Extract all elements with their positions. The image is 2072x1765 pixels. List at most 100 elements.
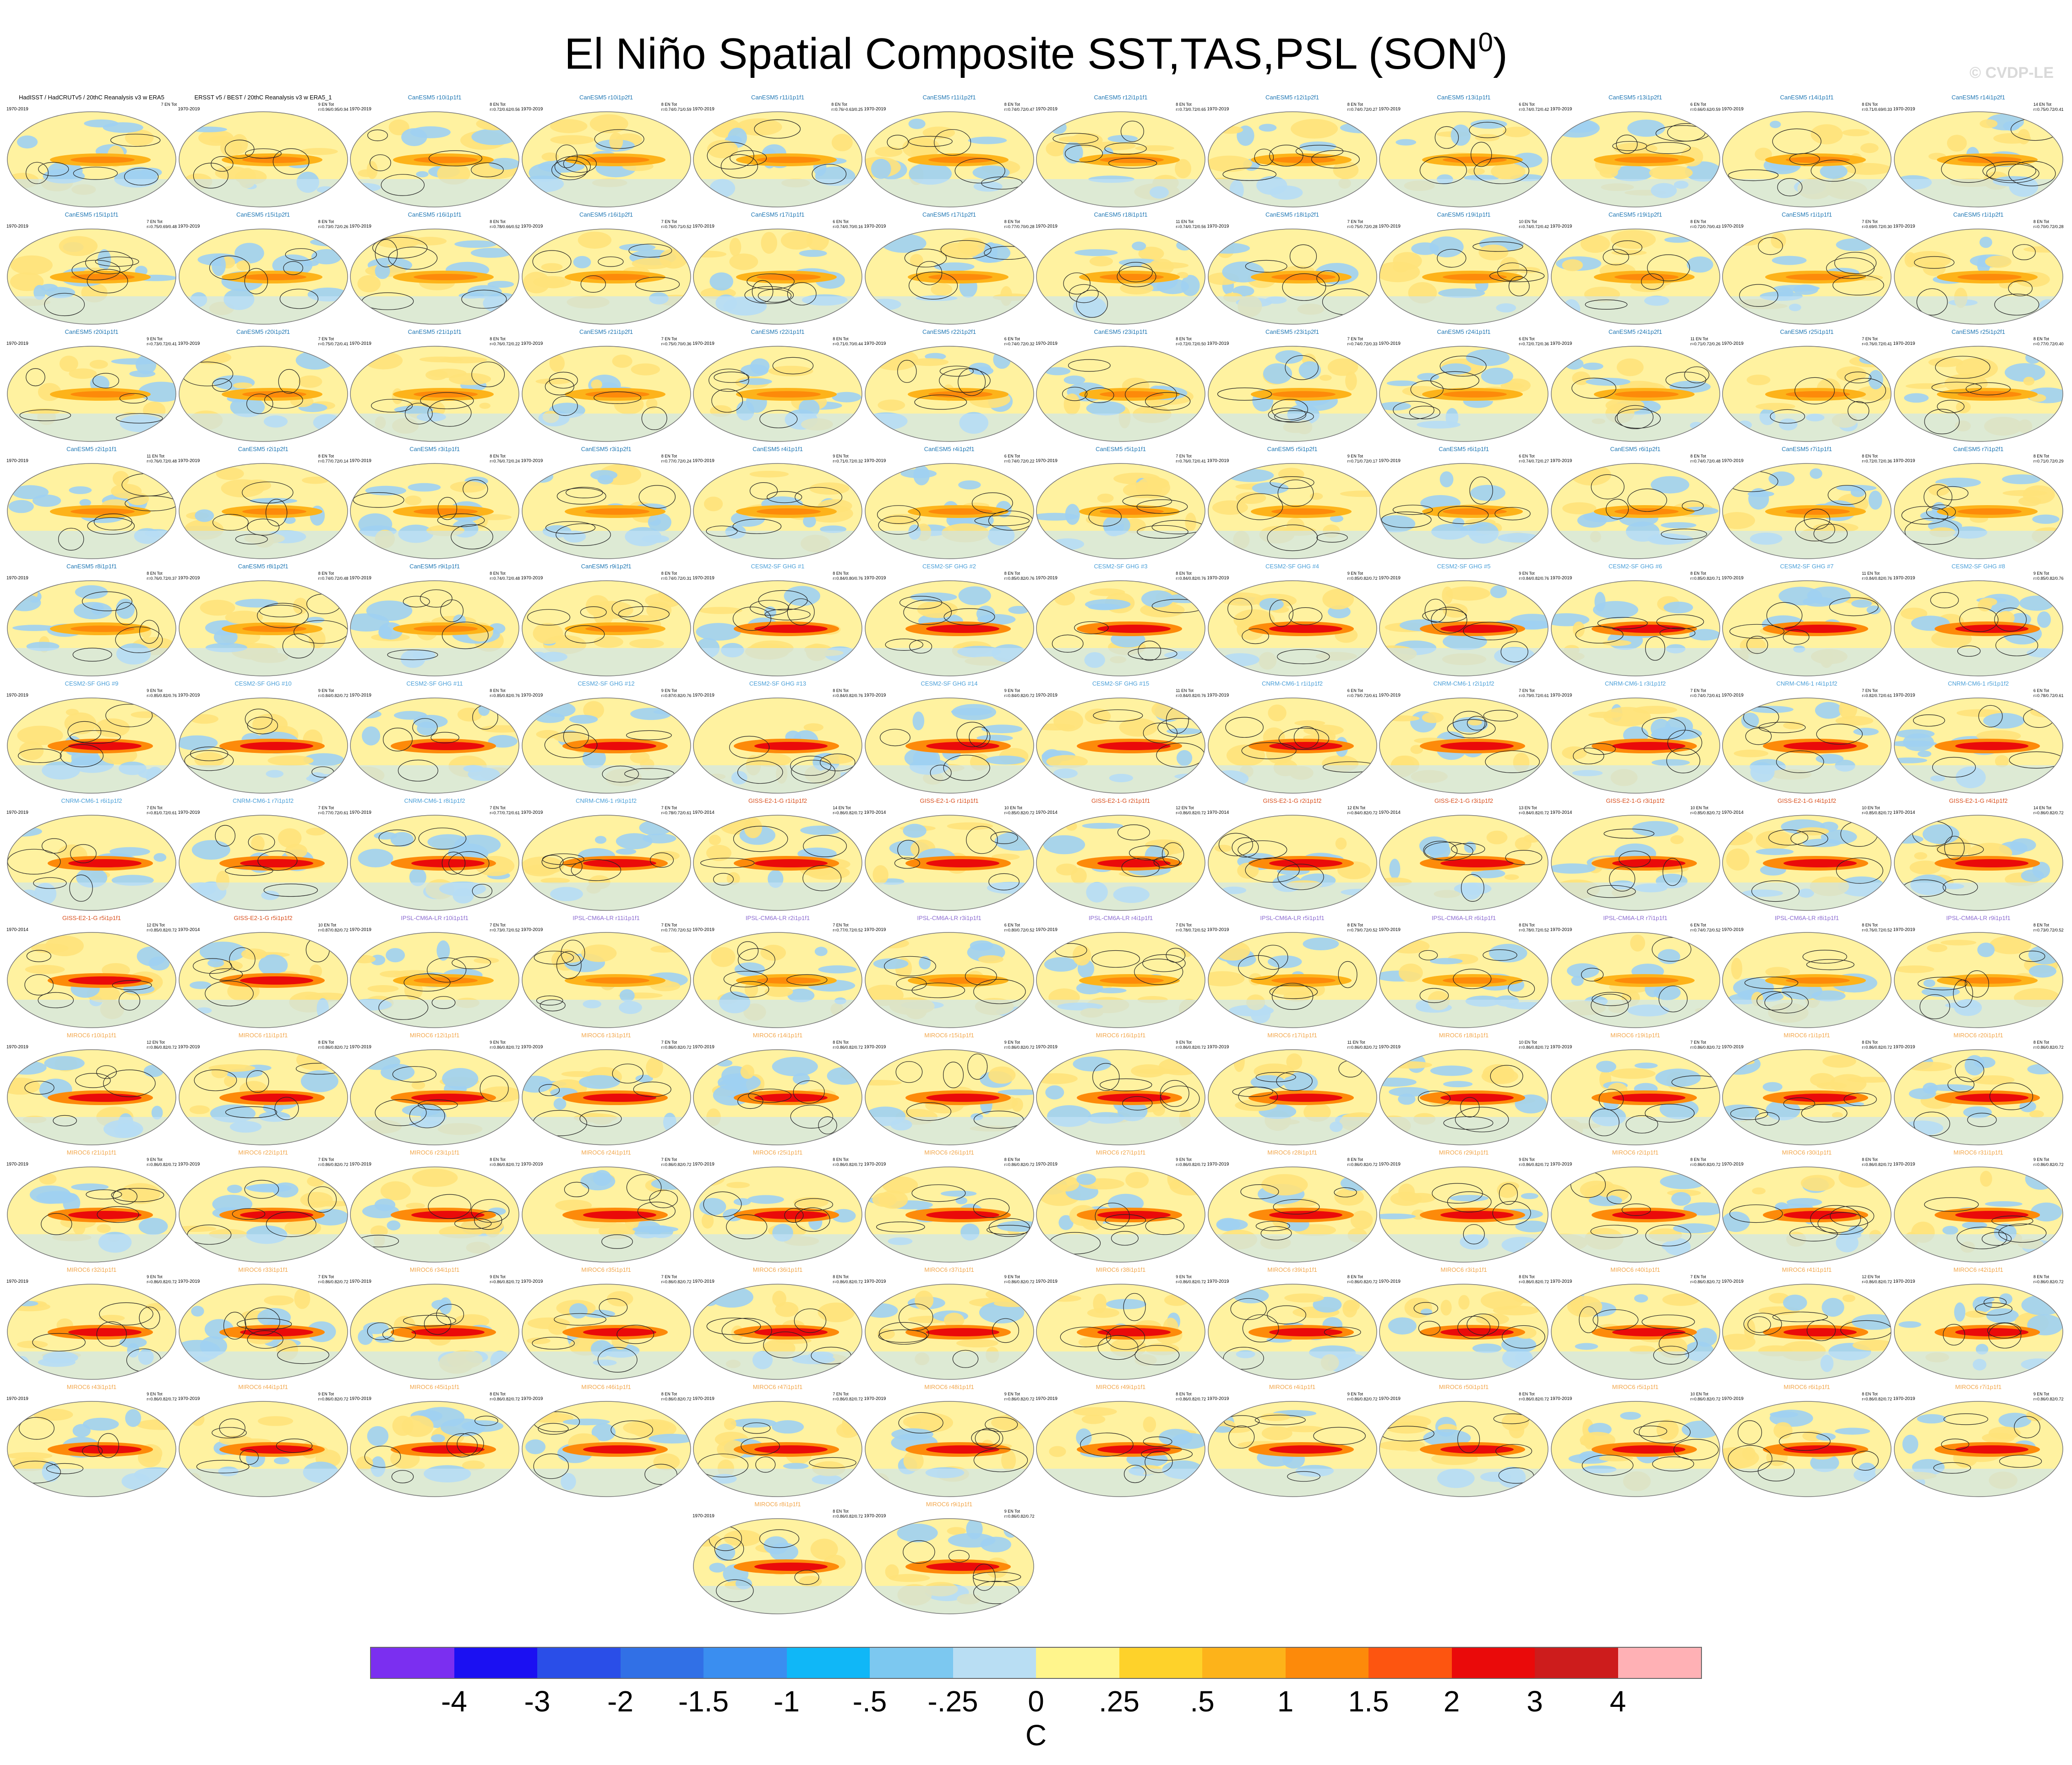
panel-period: 1970-2019 (521, 810, 543, 815)
panel-title: IPSL-CM6A-LR r3i1p1f1 (917, 915, 981, 921)
colorbar-tick-label: .25 (1099, 1685, 1140, 1718)
map-panel: MIROC6 r37i1p1f1 1970-2019 9 EN Tot r=0.86… (864, 1266, 1035, 1382)
figure-title: El Niño Spatial Composite SST,TAS,PSL (S… (0, 17, 2072, 79)
panel-stats: 8 EN Tot r=0.72/0.72/0.36 (1862, 454, 1892, 463)
map-panel: MIROC6 r49i1p1f1 1970-2019 8 EN Tot r=0.86… (1036, 1384, 1206, 1499)
map-panel-graphic (350, 1401, 519, 1497)
panel-title: CNRM-CM6-1 r9i1p1f2 (576, 797, 637, 804)
map-panel-graphic (178, 111, 348, 207)
colorbar-tick-label: 1.5 (1348, 1685, 1389, 1718)
map-panel: MIROC6 r18i1p1f1 1970-2019 10 EN Tot r=0.8… (1379, 1032, 1549, 1147)
map-panel-graphic (1379, 1049, 1549, 1145)
panel-stats: 8 EN Tot r=0.86/0.82/0.72 (1347, 1275, 1378, 1284)
panel-period: 1970-2019 (1722, 576, 1744, 581)
map-panel-graphic (1722, 1401, 1892, 1497)
panel-stats: 7 EN Tot r=0.76/0.72/0.41 (1862, 337, 1892, 346)
panel-period: 1970-2019 (1722, 224, 1744, 229)
map-panel: MIROC6 r48i1p1f1 1970-2019 9 EN Tot r=0.86… (864, 1384, 1035, 1499)
map-panel-graphic (1379, 697, 1549, 794)
panel-title: CanESM5 r24i1p2f1 (1608, 328, 1663, 335)
panel-stats: 8 EN Tot r=0.85/0.82/0.76 (490, 688, 520, 698)
panel-title: CanESM5 r14i1p2f1 (1951, 94, 2006, 101)
map-panel-graphic (521, 1401, 691, 1497)
panel-title: CanESM5 r23i1p1f1 (1094, 328, 1148, 335)
map-panel-graphic (521, 229, 691, 325)
panel-period: 1970-2019 (1036, 224, 1058, 229)
panel-period: 1970-2019 (1550, 693, 1572, 698)
map-panel-graphic (1207, 932, 1377, 1028)
colorbar-tick-label: .5 (1190, 1685, 1215, 1718)
map-panel: CNRM-CM6-1 r8i1p1f2 1970-2019 7 EN Tot r=0… (349, 797, 520, 913)
panel-title: GISS-E2-1-G r2i1p1f2 (1263, 797, 1322, 804)
panel-period: 1970-2019 (178, 224, 200, 229)
map-panel-graphic (864, 229, 1034, 325)
panel-stats: 11 EN Tot r=0.71/0.72/0.26 (1690, 337, 1721, 346)
panel-period: 1970-2019 (1207, 224, 1229, 229)
panel-period: 1970-2019 (178, 1396, 200, 1401)
panel-stats: 9 EN Tot r=0.86/0.82/0.72 (1176, 1157, 1206, 1167)
panel-stats: 7 EN Tot r=0.77/0.72/0.52 (661, 923, 692, 932)
map-panel-graphic (693, 346, 862, 442)
panel-period: 1970-2019 (864, 693, 886, 698)
map-panel: CanESM5 r1i1p2f1 1970-2019 8 EN Tot r=0.70… (1893, 211, 2064, 327)
map-panel-graphic (1893, 580, 2063, 676)
panel-period: 1970-2019 (1550, 1162, 1572, 1167)
map-panel-graphic (350, 1166, 519, 1263)
map-panel-graphic (1379, 346, 1549, 442)
panel-period: 1970-2019 (349, 224, 371, 229)
map-panel: MIROC6 r36i1p1f1 1970-2019 8 EN Tot r=0.86… (692, 1266, 863, 1382)
panel-period: 1970-2019 (1036, 927, 1058, 932)
map-panel: MIROC6 r26i1p1f1 1970-2019 8 EN Tot r=0.86… (864, 1149, 1035, 1264)
map-panel: GISS-E2-1-G r1i1p1f2 1970-2014 14 EN Tot r… (692, 797, 863, 913)
panel-title: MIROC6 r30i1p1f1 (1782, 1149, 1832, 1156)
panel-stats: 7 EN Tot r=0.73/0.72/0.52 (490, 923, 520, 932)
colorbar-tick-label: -3 (524, 1685, 551, 1718)
map-panel-graphic (178, 229, 348, 325)
map-panel: CanESM5 r24i1p1f1 1970-2019 6 EN Tot r=0.7… (1379, 328, 1549, 444)
map-panel: MIROC6 r35i1p1f1 1970-2019 7 EN Tot r=0.86… (521, 1266, 692, 1382)
panel-period: 1970-2019 (1207, 458, 1229, 463)
panel-period: 1970-2019 (1207, 1279, 1229, 1284)
map-panel: CanESM5 r11i1p1f1 1970-2019 8 EN Tot r=0.7… (692, 94, 863, 209)
map-panel: IPSL-CM6A-LR r7i1p1f1 1970-2019 6 EN Tot r… (1550, 915, 1721, 1030)
map-panel-graphic (1036, 1049, 1205, 1145)
panel-period: 1970-2019 (6, 1396, 28, 1401)
panel-stats: 9 EN Tot r=0.85/0.82/0.76 (2033, 571, 2064, 581)
panel-period: 1970-2019 (1550, 224, 1572, 229)
panel-title: MIROC6 r34i1p1f1 (409, 1266, 460, 1273)
panel-stats: 8 EN Tot r=0.74/0.72/0.31 (661, 571, 692, 581)
map-panel-graphic (178, 1401, 348, 1497)
map-panel: CanESM5 r25i1p2f1 1970-2019 8 EN Tot r=0.7… (1893, 328, 2064, 444)
panel-period: 1970-2019 (864, 927, 886, 932)
panel-stats: 9 EN Tot r=0.86/0.82/0.72 (1004, 1040, 1035, 1050)
panel-title: IPSL-CM6A-LR r4i1p1f1 (1088, 915, 1153, 921)
panel-title: CanESM5 r20i1p1f1 (65, 328, 119, 335)
map-panel: MIROC6 r25i1p1f1 1970-2019 8 EN Tot r=0.86… (692, 1149, 863, 1264)
map-panel-graphic (7, 111, 176, 207)
panel-period: 1970-2019 (692, 1514, 714, 1519)
colorbar-swatch (703, 1648, 787, 1678)
map-panel-graphic (864, 346, 1034, 442)
map-panel: CanESM5 r6i1p1f1 1970-2019 6 EN Tot r=0.74… (1379, 446, 1549, 561)
colorbar-swatch (620, 1648, 703, 1678)
panel-title: CanESM5 r17i1p1f1 (751, 211, 805, 218)
panel-stats: 7 EN Tot r=0.77/0.72/0.61 (490, 806, 520, 815)
map-panel: MIROC6 r10i1p1f1 1970-2019 12 EN Tot r=0.8… (6, 1032, 177, 1147)
map-panel: IPSL-CM6A-LR r8i1p1f1 1970-2019 8 EN Tot r… (1722, 915, 1892, 1030)
panel-stats: 11 EN Tot r=0.74/0.72/0.56 (1176, 219, 1206, 229)
map-panel: MIROC6 r31i1p1f1 1970-2019 9 EN Tot r=0.86… (1893, 1149, 2064, 1264)
panel-period: 1970-2019 (864, 1279, 886, 1284)
map-panel: CanESM5 r4i1p2f1 1970-2019 6 EN Tot r=0.74… (864, 446, 1035, 561)
panel-title: CanESM5 r13i1p2f1 (1608, 94, 1663, 101)
panel-period: 1970-2019 (6, 341, 28, 346)
map-panel-graphic (693, 229, 862, 325)
map-panel-graphic (7, 580, 176, 676)
colorbar-swatch (1451, 1648, 1535, 1678)
map-panel: CESM2-SF GHG #3 1970-2019 8 EN Tot r=0.84/… (1036, 563, 1206, 678)
panel-period: 1970-2014 (1207, 810, 1229, 815)
panel-title: GISS-E2-1-G r5i1p1f2 (234, 915, 293, 921)
colorbar-swatch (786, 1648, 870, 1678)
map-panel: CanESM5 r13i1p2f1 1970-2019 6 EN Tot r=0.6… (1550, 94, 1721, 209)
map-panel-graphic (1036, 111, 1205, 207)
panel-period: 1970-2014 (6, 927, 28, 932)
